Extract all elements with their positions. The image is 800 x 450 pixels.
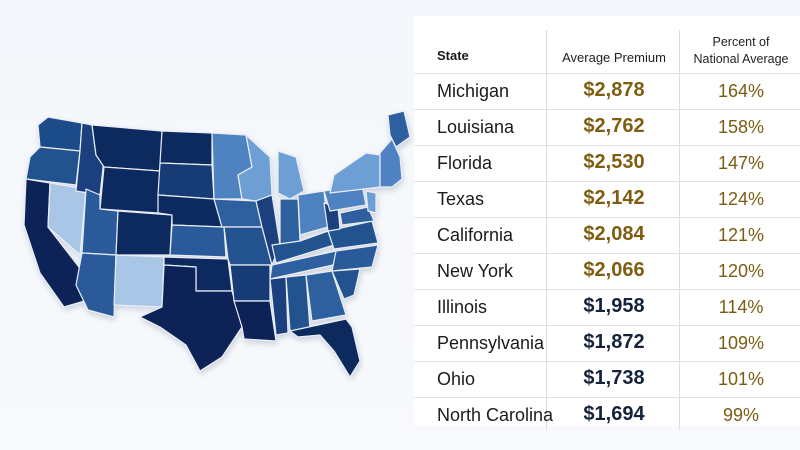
state-michigan	[277, 150, 305, 200]
cell-state: Texas	[437, 189, 485, 209]
cell-average-premium: $2,084	[583, 223, 645, 245]
header-percent-national-average: Percent of National Average	[682, 34, 800, 68]
cell-percent-national-average: 121%	[717, 225, 765, 245]
state-nevada	[47, 182, 87, 256]
state-louisiana	[233, 300, 277, 342]
cell-state: North Carolina	[437, 405, 554, 425]
state-north-dakota	[159, 130, 213, 166]
header-percent-line-2: National Average	[693, 52, 789, 66]
state-iowa	[213, 198, 263, 228]
state-south-dakota	[157, 162, 215, 200]
state-arizona	[75, 252, 117, 318]
header-state: State	[437, 48, 469, 63]
state-virginia	[327, 220, 379, 250]
header-percent-line-1: Percent of	[712, 35, 770, 49]
state-ohio	[297, 190, 329, 236]
table-header: State Average Premium Percent of Nationa…	[414, 30, 800, 74]
us-states-map-icon	[23, 110, 411, 378]
column-divider	[679, 30, 680, 430]
cell-average-premium: $2,142	[583, 187, 645, 209]
state-mississippi	[269, 276, 289, 336]
state-georgia	[305, 270, 347, 322]
cell-percent-national-average: 109%	[717, 333, 765, 353]
state-alabama	[285, 274, 311, 332]
cell-state: Illinois	[437, 297, 488, 317]
cell-state: Florida	[437, 153, 493, 173]
table-row: Illinois $1,958 114%	[414, 289, 800, 326]
state-new-england	[379, 138, 403, 188]
state-colorado	[115, 210, 173, 256]
state-new-mexico	[113, 254, 165, 308]
cell-percent-national-average: 124%	[717, 189, 765, 209]
cell-percent-national-average: 99%	[722, 405, 760, 425]
table-row: Texas $2,142 124%	[414, 181, 800, 218]
cell-state: Ohio	[437, 369, 476, 389]
state-wisconsin	[237, 134, 273, 202]
cell-state: California	[437, 225, 514, 245]
state-washington	[37, 116, 83, 152]
state-florida	[289, 318, 361, 378]
cell-percent-national-average: 147%	[717, 153, 765, 173]
column-divider	[546, 30, 547, 430]
cell-average-premium: $2,762	[583, 115, 645, 137]
header-average-premium: Average Premium	[562, 50, 666, 65]
us-map	[0, 95, 415, 395]
cell-average-premium: $2,878	[583, 79, 645, 101]
cell-percent-national-average: 114%	[718, 297, 764, 317]
table-row: Florida $2,530 147%	[414, 145, 800, 182]
state-kansas	[169, 224, 227, 258]
table-row: North Carolina $1,694 99%	[414, 397, 800, 434]
state-new-jersey	[365, 190, 377, 214]
state-wyoming	[99, 166, 161, 214]
state-north-carolina	[331, 244, 379, 272]
cell-percent-national-average: 164%	[717, 81, 765, 101]
cell-state: Louisiana	[437, 117, 515, 137]
state-oregon	[25, 146, 81, 186]
state-indiana	[279, 198, 301, 246]
table-row: Pennsylvania $1,872 109%	[414, 325, 800, 362]
table-row: Michigan $2,878 164%	[414, 73, 800, 110]
table-row: California $2,084 121%	[414, 217, 800, 254]
cell-state: Pennsylvania	[437, 333, 545, 353]
state-texas	[139, 264, 243, 372]
cell-average-premium: $1,872	[583, 331, 645, 353]
cell-average-premium: $1,738	[583, 367, 645, 389]
premium-table: State Average Premium Percent of Nationa…	[414, 16, 800, 430]
cell-percent-national-average: 120%	[717, 261, 765, 281]
state-montana	[91, 124, 163, 172]
cell-average-premium: $2,530	[583, 151, 645, 173]
cell-state: New York	[437, 261, 514, 281]
cell-state: Michigan	[437, 81, 510, 101]
state-arkansas	[229, 264, 271, 302]
state-maine	[387, 110, 411, 148]
cell-percent-national-average: 101%	[717, 369, 765, 389]
table-row: Ohio $1,738 101%	[414, 361, 800, 398]
cell-average-premium: $1,694	[583, 403, 645, 425]
state-new-york	[329, 152, 381, 194]
state-maryland-delaware	[339, 206, 375, 226]
table-row: New York $2,066 120%	[414, 253, 800, 290]
cell-percent-national-average: 158%	[717, 117, 765, 137]
table-row: Louisiana $2,762 158%	[414, 109, 800, 146]
cell-average-premium: $1,958	[583, 295, 645, 317]
cell-average-premium: $2,066	[583, 259, 645, 281]
